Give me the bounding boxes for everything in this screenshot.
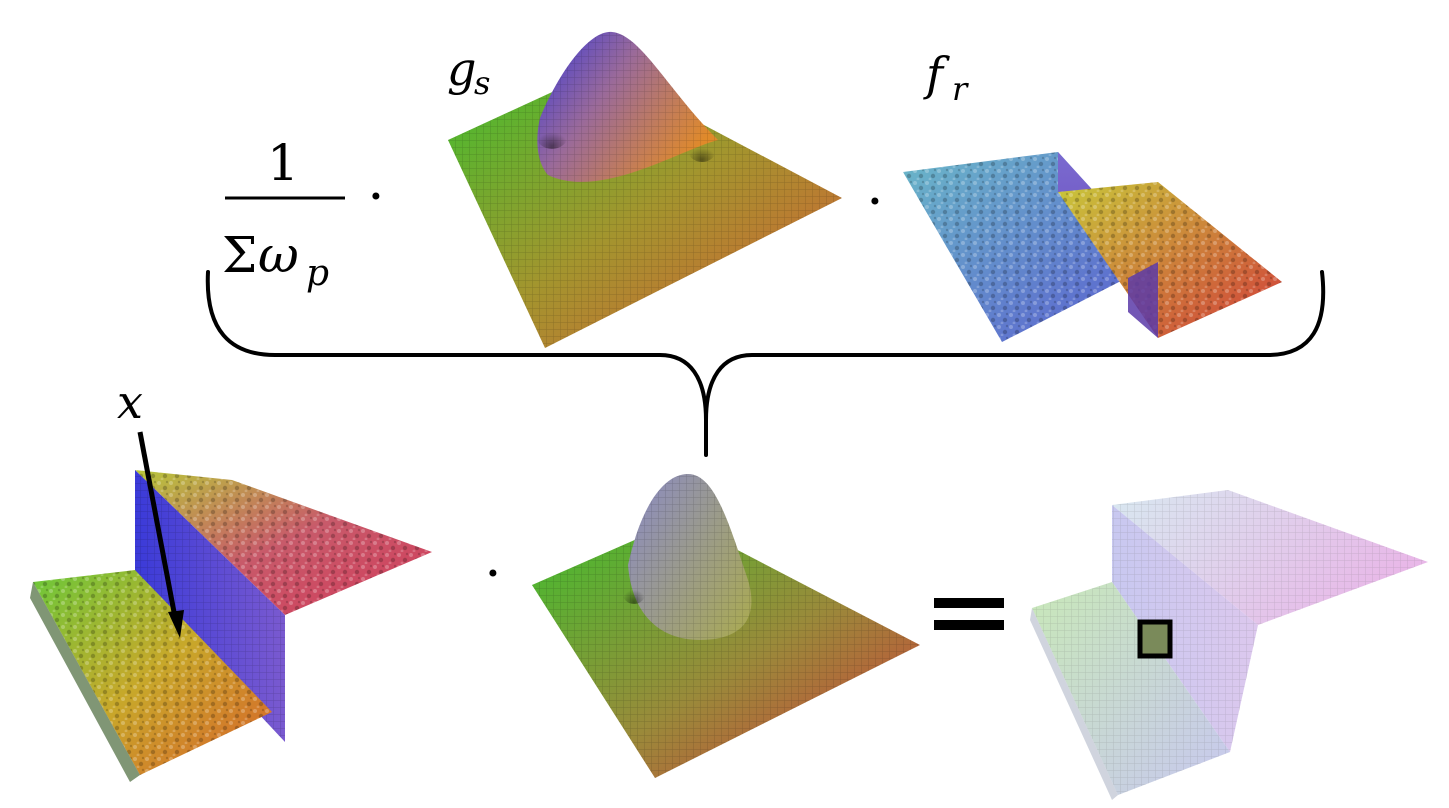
input-signal-surface (30, 470, 432, 782)
range-kernel-symbol: f (923, 47, 950, 101)
spatial-kernel-symbol: g (447, 42, 476, 96)
multiply-dot-2: · (866, 170, 883, 233)
normalization-fraction: 1 Σ ω p (222, 134, 345, 294)
input-pixel-label: x (117, 375, 143, 429)
multiply-dot-1: · (367, 165, 384, 228)
range-kernel-label: f r (923, 47, 969, 108)
input-pixel-arrow (137, 431, 184, 638)
equals-sign (934, 598, 1004, 630)
range-kernel-subscript: r (952, 70, 969, 108)
fraction-numerator: 1 (267, 134, 299, 192)
fraction-omega: ω (258, 226, 299, 284)
underbrace (205, 270, 1326, 457)
fraction-omega-subscript: p (306, 253, 329, 294)
range-kernel-surface (903, 152, 1282, 342)
spatial-kernel-label: g s (447, 42, 490, 102)
spatial-gaussian-surface (448, 31, 842, 348)
fraction-sigma: Σ (222, 226, 257, 284)
spatial-kernel-subscript: s (474, 64, 490, 102)
multiply-dot-3: · (484, 542, 501, 605)
output-signal-surface (1030, 490, 1428, 800)
output-pixel-marker (1137, 619, 1173, 659)
combined-weight-surface (532, 474, 920, 778)
